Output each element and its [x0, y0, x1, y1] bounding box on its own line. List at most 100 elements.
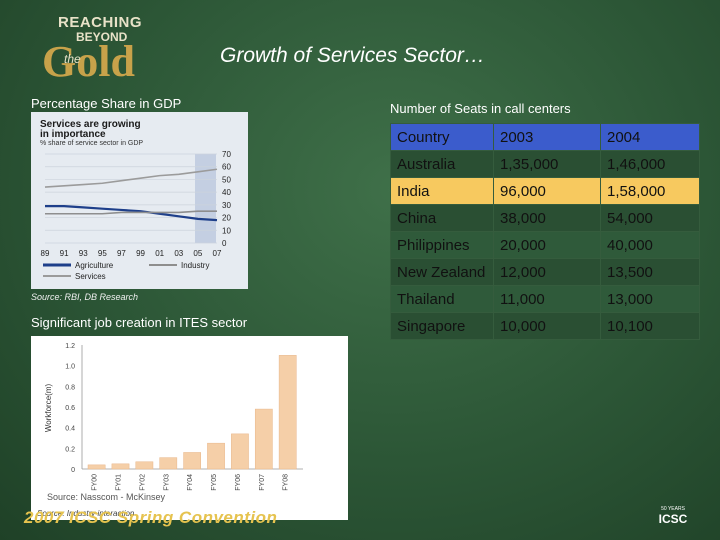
- table-row: China 38,000 54,000: [390, 204, 700, 232]
- gdp-xtick-label: 93: [79, 249, 88, 258]
- gdp-xtick-label: 99: [136, 249, 145, 258]
- ites-ytick-label: 0.6: [65, 405, 75, 412]
- ites-bar: [183, 452, 202, 470]
- gdp-chart-subtitle: % share of service sector in GDP: [40, 140, 143, 147]
- logo-line1: REACHING: [58, 14, 143, 31]
- table-cell: 11,000: [493, 285, 601, 313]
- table-cell: 13,000: [600, 285, 700, 313]
- table-cell: 40,000: [600, 231, 700, 259]
- table-cell: 20,000: [493, 231, 601, 259]
- gdp-ytick-label: 40: [222, 188, 231, 197]
- logo-the: the: [64, 52, 81, 66]
- gdp-series-industry: [45, 210, 217, 215]
- table-row: Australia 1,35,000 1,46,000: [390, 150, 700, 178]
- gdp-xtick-label: 89: [41, 249, 50, 258]
- gdp-ytick-label: 20: [222, 214, 231, 223]
- gdp-ytick-label: 10: [222, 226, 231, 235]
- table-cell: 13,500: [600, 258, 700, 286]
- table-cell: Australia: [390, 150, 494, 178]
- gdp-series-services: [44, 168, 218, 188]
- gdp-xtick-label: 07: [213, 249, 222, 258]
- ites-bar: [159, 457, 178, 470]
- ites-xtick-label: FY06: [235, 474, 242, 491]
- gdp-ytick-label: 30: [222, 201, 231, 210]
- table-cell: 10,000: [493, 312, 601, 340]
- table-cell: 10,100: [600, 312, 700, 340]
- ites-ytick-label: 1.2: [65, 343, 75, 350]
- ites-bar: [254, 408, 273, 470]
- icsc-badge: 50 YEARS ICSC: [650, 468, 696, 530]
- ites-xtick-label: FY04: [187, 474, 194, 491]
- table-row: Philippines 20,000 40,000: [390, 231, 700, 259]
- gdp-ytick-label: 70: [222, 150, 231, 159]
- table-cell: 96,000: [493, 177, 601, 205]
- gdp-ytick-label: 60: [222, 163, 231, 172]
- gdp-xtick-label: 05: [193, 249, 202, 258]
- gdp-xtick-label: 95: [98, 249, 107, 258]
- table-cell: 2003: [493, 123, 601, 151]
- table-cell: Singapore: [390, 312, 494, 340]
- table-row: Singapore 10,000 10,100: [390, 312, 700, 340]
- table-row: Thailand 11,000 13,000: [390, 285, 700, 313]
- logo-line2: BEYOND: [76, 30, 128, 44]
- table-cell: China: [390, 204, 494, 232]
- slide-title: Growth of Services Sector…: [220, 44, 485, 67]
- gdp-xtick-label: 91: [60, 249, 69, 258]
- convention-footer: 2007 ICSC Spring Convention: [24, 508, 278, 527]
- ites-ytick-label: 0.4: [65, 426, 75, 433]
- gdp-chart-source: Source: RBI, DB Research: [31, 292, 139, 302]
- gdp-xtick-label: 97: [117, 249, 126, 258]
- gdp-series-agriculture: [45, 205, 218, 222]
- table-cell: Thailand: [390, 285, 494, 313]
- ites-ytick-label: 0: [71, 467, 75, 474]
- table-cell: 54,000: [600, 204, 700, 232]
- table-row: New Zealand 12,000 13,500: [390, 258, 700, 286]
- ites-ytick-label: 1.0: [65, 364, 75, 371]
- ites-bar: [135, 461, 154, 470]
- forecast-shade: [195, 154, 216, 243]
- ites-xtick-label: FY03: [163, 474, 170, 491]
- ites-bar: [207, 442, 225, 470]
- badge-years: 50 YEARS: [661, 506, 685, 512]
- table-cell: Philippines: [390, 231, 494, 259]
- gdp-legend-label: Agriculture: [75, 261, 114, 270]
- ites-xtick-label: FY02: [139, 474, 146, 491]
- table-cell: 1,58,000: [600, 177, 700, 205]
- gdp-ytick-label: 50: [222, 175, 231, 184]
- ites-xtick-label: FY07: [259, 474, 266, 491]
- logo-word: Gold: [42, 37, 135, 86]
- ites-ytick-label: 0.2: [65, 446, 75, 453]
- table-row: India 96,000 1,58,000: [390, 177, 700, 205]
- gdp-chart-headline-1: Services are growing: [40, 119, 141, 130]
- table-cell: 2004: [600, 123, 700, 151]
- ites-bar: [231, 433, 249, 470]
- ites-ytick-label: 0.8: [65, 384, 75, 391]
- ites-xtick-label: FY01: [115, 474, 122, 491]
- ites-chart-panel: 0 0.2 0.4 0.6 0.8 1.0 1.2 Workforce(m) FY00 FY01 F…: [31, 336, 348, 520]
- call-center-seats-table: Country 2003 2004 Australia 1,35,000 1,46,000…: [390, 123, 700, 340]
- gdp-xtick-label: 03: [174, 249, 183, 258]
- call-center-seats-label: Number of Seats in call centers: [390, 101, 571, 116]
- gdp-share-label: Percentage Share in GDP: [31, 96, 182, 111]
- ites-xtick-label: FY00: [92, 474, 99, 491]
- table-cell: 1,35,000: [493, 150, 601, 178]
- ites-ylabel: Workforce(m): [44, 384, 53, 433]
- table-cell: Country: [390, 123, 494, 151]
- table-cell: 1,46,000: [600, 150, 700, 178]
- ites-bar: [87, 464, 106, 470]
- gdp-ytick-label: 0: [222, 239, 227, 248]
- ites-source-industry: Source: Industry interaction: [37, 509, 135, 518]
- gdp-chart-panel: Services are growing in importance% share…: [31, 112, 248, 289]
- table-cell: India: [390, 177, 494, 205]
- gdp-xtick-label: 01: [155, 249, 164, 258]
- gdp-chart-headline-2: in importance: [40, 129, 106, 140]
- reaching-beyond-the-gold-logo: REACHING BEYOND Gold the: [42, 12, 168, 86]
- ites-xtick-label: FY05: [211, 474, 218, 491]
- ites-xtick-label: FY08: [283, 474, 290, 491]
- table-cell: 38,000: [493, 204, 601, 232]
- table-cell: New Zealand: [390, 258, 494, 286]
- gdp-legend-label: Services: [75, 272, 106, 281]
- badge-name: ICSC: [658, 512, 688, 526]
- ites-source-nasscom: Source: Nasscom - McKinsey: [47, 492, 166, 502]
- ites-bar-chart: 0 0.2 0.4 0.6 0.8 1.0 1.2 Workforce(m) FY00 FY01 F…: [37, 343, 303, 518]
